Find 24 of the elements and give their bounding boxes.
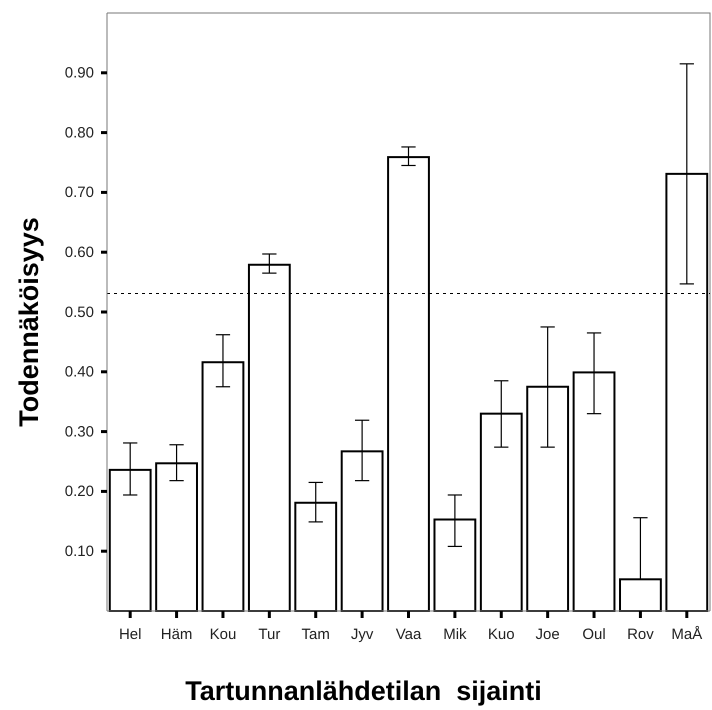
y-tick-label: 0.80 [64, 124, 94, 142]
y-axis-title: Todennäköisyys [14, 217, 44, 427]
y-tick-label: 0.10 [64, 543, 94, 560]
x-tick-label: Vaa [396, 626, 422, 643]
y-tick-label: 0.70 [64, 184, 94, 202]
y-tick-label: 0.20 [64, 483, 94, 500]
y-tick-label: 0.40 [64, 364, 94, 381]
x-tick-label: Jyv [350, 626, 374, 643]
x-tick-label: Tam [302, 626, 330, 643]
x-tick-label: Kuo [488, 626, 515, 643]
x-tick-label: Oul [582, 626, 606, 643]
y-tick-label: 0.60 [64, 244, 94, 261]
x-axis-title: Tartunnanlähdetilan sijainti [185, 676, 542, 706]
x-tick-label: MaÅ [671, 625, 702, 643]
x-tick-label: Hel [118, 626, 142, 643]
y-tick-label: 0.30 [64, 423, 94, 440]
x-tick-label: Häm [160, 626, 192, 643]
x-tick-label: Joe [536, 626, 560, 643]
y-tick-label: 0.90 [64, 64, 94, 82]
y-tick-label: 0.50 [64, 304, 94, 321]
x-tick-label: Rov [627, 626, 654, 643]
x-tick-label: Kou [210, 626, 236, 643]
x-tick-label: Mik [443, 626, 468, 643]
x-tick-label: Tur [258, 626, 280, 643]
